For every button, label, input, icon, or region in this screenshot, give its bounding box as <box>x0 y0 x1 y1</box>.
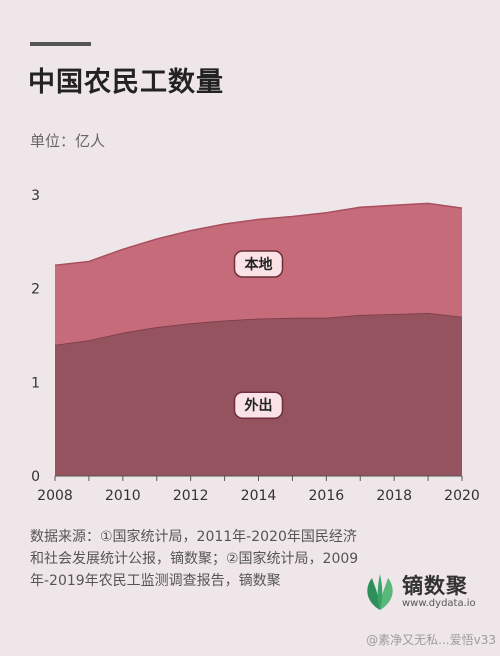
brand-name: 镝数聚 <box>402 574 468 598</box>
x-tick-label: 2018 <box>376 488 412 504</box>
unit-label: 单位：亿人 <box>30 132 106 150</box>
brand-url: www.dydata.io <box>402 598 476 609</box>
x-tick-label: 2008 <box>37 488 73 504</box>
data-source-note: 数据来源：①国家统计局，2011年-2020年国民经济和社会发展统计公报，镝数聚… <box>30 529 359 589</box>
y-tick-label: 1 <box>31 375 40 391</box>
series-label-text: 外出 <box>245 397 273 414</box>
page-title: 中国农民工数量 <box>28 67 224 98</box>
y-tick-label: 3 <box>31 188 40 204</box>
area-chart: 0 1 2 3 2008 2010 2012 2014 2016 2018 2020 外出 本地 <box>31 188 480 504</box>
x-tick-label: 2020 <box>444 488 480 504</box>
series-label-text: 本地 <box>245 256 273 273</box>
x-tick-label: 2010 <box>105 488 141 504</box>
x-tick-label: 2014 <box>241 488 277 504</box>
brand-logo: 镝数聚 www.dydata.io <box>362 568 482 614</box>
series-label-0: 外出 <box>233 391 284 419</box>
title-accent-bar <box>30 42 91 46</box>
y-tick-label: 0 <box>31 469 40 485</box>
y-tick-label: 2 <box>31 282 40 298</box>
leaf-logo-icon <box>367 574 393 610</box>
series-line-1 <box>54 202 463 267</box>
x-tick-label: 2012 <box>173 488 209 504</box>
watermark-text: @素净又无私...爱悟v33 <box>366 633 496 647</box>
x-tick-label: 2016 <box>309 488 345 504</box>
series-label-1: 本地 <box>233 250 284 278</box>
